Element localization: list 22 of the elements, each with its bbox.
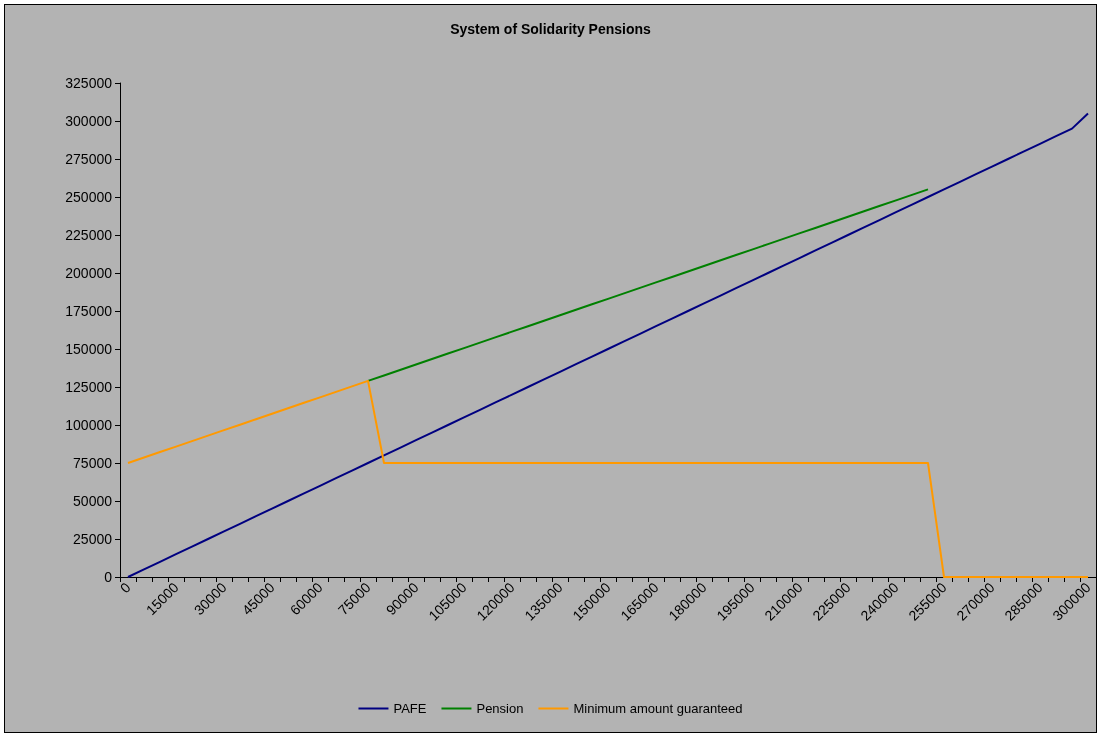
- x-tick-label: 0: [116, 579, 134, 597]
- line-series: [367, 188, 929, 382]
- y-tick-label: 175000: [65, 303, 113, 319]
- legend-label: Minimum amount guaranteed: [573, 701, 743, 716]
- y-tick-label: 75000: [73, 455, 113, 471]
- y-tick-label: 50000: [73, 493, 113, 509]
- y-tick-label: 150000: [65, 341, 113, 357]
- chart-title: System of Solidarity Pensions: [450, 21, 652, 37]
- y-tick-label: 300000: [65, 113, 113, 129]
- y-tick-label: 200000: [65, 265, 113, 281]
- y-tick-label: 125000: [65, 379, 113, 395]
- y-tick-label: 0: [104, 569, 113, 585]
- line-series: [127, 379, 1089, 578]
- y-tick-label: 225000: [65, 227, 113, 243]
- legend-label: Pension: [476, 701, 524, 716]
- y-tick-label: 250000: [65, 189, 113, 205]
- line-series: [127, 112, 1089, 578]
- y-tick-label: 275000: [65, 151, 113, 167]
- y-tick-label: 325000: [65, 75, 113, 91]
- y-tick-label: 100000: [65, 417, 113, 433]
- legend-label: PAFE: [393, 701, 427, 716]
- y-tick-label: 25000: [73, 531, 113, 547]
